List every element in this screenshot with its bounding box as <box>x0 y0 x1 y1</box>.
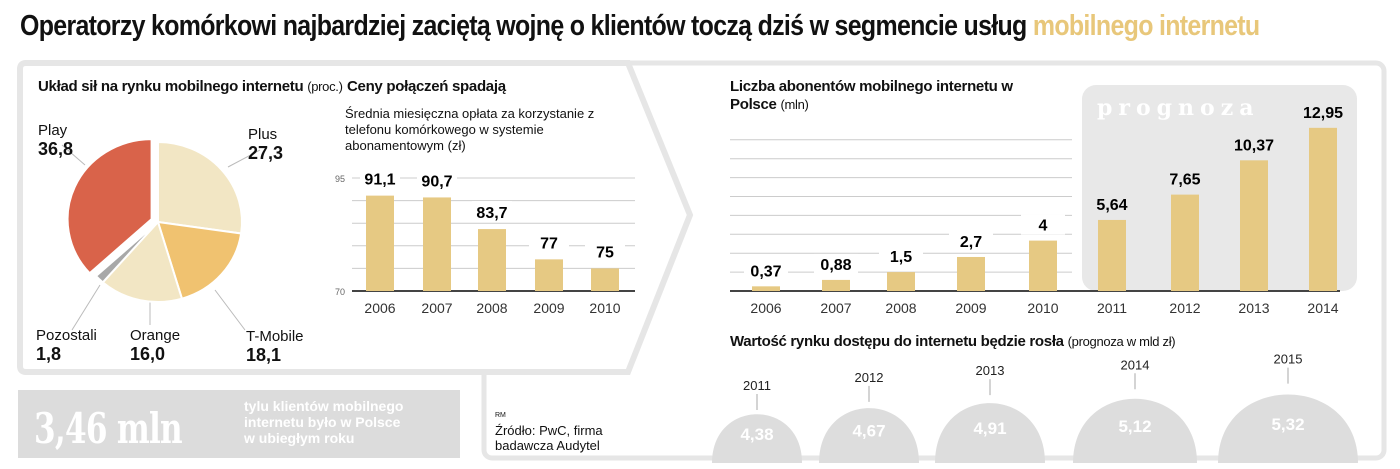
x-tick: 2012 <box>1169 300 1200 316</box>
bar-label: 0,37 <box>750 263 781 280</box>
dome-value: 5,32 <box>1271 415 1304 434</box>
dome-2015 <box>1218 394 1358 463</box>
bar-2014 <box>1309 127 1337 291</box>
title-main: Operatorzy komórkowi najbardziej zaciętą… <box>20 10 1027 42</box>
forecast-label: prognoza <box>1097 95 1260 121</box>
label-bg <box>949 230 993 251</box>
label-bg <box>529 231 569 252</box>
bar-2010 <box>1029 240 1057 291</box>
prices-title: Ceny połączeń spadają <box>347 78 506 95</box>
x-tick: 2008 <box>885 300 916 316</box>
label-bg <box>879 246 923 267</box>
bar-label: 91,1 <box>364 172 395 189</box>
bar-2011 <box>1098 219 1126 291</box>
x-tick: 2011 <box>1097 300 1127 316</box>
dome-value: 4,67 <box>852 422 885 441</box>
bar-2008 <box>478 229 506 291</box>
bar-2006 <box>752 286 780 291</box>
dome-2012 <box>819 408 919 463</box>
pie-label-orange: Orange 16,0 <box>130 327 181 364</box>
y-tick: 95 <box>335 174 345 184</box>
x-tick: 2009 <box>533 300 564 316</box>
callout-text: tylu klientów mobilnego internetu było w … <box>244 398 404 446</box>
pie-slice-plus <box>157 140 243 235</box>
x-tick: 2013 <box>1238 300 1269 316</box>
bar-2006 <box>366 195 394 291</box>
dome-value: 4,38 <box>740 425 773 444</box>
bar-2012 <box>1171 194 1199 291</box>
bar-2007 <box>423 197 451 291</box>
market-title: Wartość rynku dostępu do internetu będzi… <box>730 333 1176 350</box>
bar-2008 <box>887 272 915 291</box>
x-tick: 2007 <box>820 300 851 316</box>
dome-2011 <box>712 414 802 463</box>
subscribers-chart: 0,37 2006 0,88 2007 1,5 2008 2,7 2009 4 2010 5,64 2… <box>730 105 1343 316</box>
bar-label: 90,7 <box>421 173 452 190</box>
x-tick: 2007 <box>421 300 452 316</box>
bar-2009 <box>957 256 985 291</box>
year-label: 2014 <box>1121 357 1150 372</box>
forecast-area <box>1082 85 1357 291</box>
prices-subtitle: Średnia miesięczna opłata za korzystanie… <box>345 106 595 153</box>
bar-label: 5,64 <box>1096 197 1127 214</box>
bar-label: 10,37 <box>1234 137 1274 154</box>
bar-label: 2,7 <box>960 234 982 251</box>
pie-label-play: Play 36,8 <box>38 122 74 159</box>
dome-value: 5,12 <box>1118 417 1151 436</box>
dome-2013 <box>935 403 1045 463</box>
label-bg <box>814 253 858 274</box>
label-bg <box>1021 214 1065 235</box>
label-bg <box>417 169 457 190</box>
bar-label: 77 <box>540 235 558 252</box>
x-tick: 2010 <box>1027 300 1058 316</box>
year-label: 2013 <box>976 363 1005 378</box>
year-label: 2015 <box>1274 352 1303 367</box>
bar-2010 <box>591 268 619 291</box>
year-label: 2011 <box>743 378 771 393</box>
prices-chart: 95 70 91,1 2006 90,7 2007 83,7 2008 77 2009 75 2010 <box>335 167 635 316</box>
dome-2014 <box>1073 398 1197 463</box>
pie-title: Układ sił na rynku mobilnego internetu (… <box>38 78 343 95</box>
x-tick: 2006 <box>750 300 781 316</box>
pie-slice-t-mobile <box>156 220 243 300</box>
x-tick: 2006 <box>364 300 395 316</box>
label-bg <box>472 201 512 222</box>
subs-title: Liczba abonentów mobilnego internetu w P… <box>730 78 1013 113</box>
pie-label-plus: Plus 27,3 <box>248 126 284 163</box>
bar-label: 75 <box>596 244 614 261</box>
pie-slice-orange <box>101 220 184 303</box>
label-bg <box>585 240 625 261</box>
x-tick: 2008 <box>476 300 507 316</box>
bar-label: 1,5 <box>890 249 912 266</box>
dome-value: 4,91 <box>973 419 1006 438</box>
source: RM Źródło: PwC, firma badawcza Audytel <box>495 412 603 453</box>
label-bg <box>360 167 400 188</box>
pie-slice-play <box>66 138 153 275</box>
year-label: 2012 <box>855 370 884 385</box>
bar-label: 7,65 <box>1169 172 1200 189</box>
bar-2007 <box>822 279 850 291</box>
x-tick: 2014 <box>1307 300 1338 316</box>
title-highlight: mobilnego internetu <box>1032 10 1260 42</box>
pie-chart <box>61 138 261 331</box>
label-bg <box>744 260 788 281</box>
x-tick: 2010 <box>589 300 620 316</box>
bar-label: 0,88 <box>820 257 851 274</box>
pie-label-others: Pozostali 1,8 <box>36 327 97 364</box>
y-tick: 70 <box>335 287 345 297</box>
callout-box <box>18 390 460 458</box>
bar-2009 <box>535 259 563 291</box>
bar-label: 4 <box>1039 218 1048 235</box>
pie-slice-pozostali <box>94 221 159 284</box>
pie-label-tmobile: T-Mobile 18,1 <box>246 328 304 365</box>
page-title: Operatorzy komórkowi najbardziej zaciętą… <box>20 10 1260 43</box>
callout-number: 3,46 mln <box>34 404 183 453</box>
bar-2013 <box>1240 160 1268 291</box>
x-tick: 2009 <box>955 300 986 316</box>
bar-label: 83,7 <box>476 205 507 222</box>
bar-label: 12,95 <box>1303 105 1343 122</box>
